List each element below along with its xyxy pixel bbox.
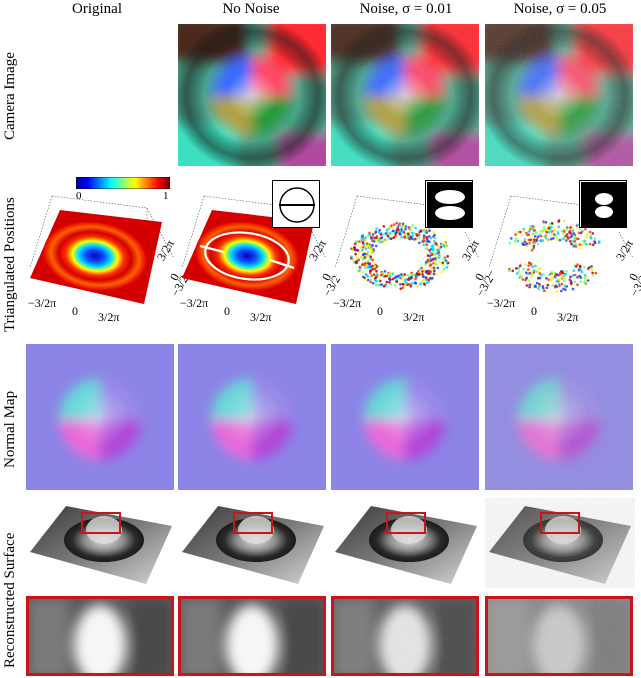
normal-map-original bbox=[26, 344, 174, 490]
row-label-reconstructed-surface: Reconstructed Surface bbox=[2, 532, 18, 668]
reconstructed-surface-noise-005 bbox=[489, 506, 631, 584]
tick-x-pos-no-noise: 3/2π bbox=[250, 310, 272, 324]
zoom-region-noise-005 bbox=[540, 512, 580, 534]
reconstructed-surface-noise-001 bbox=[335, 506, 477, 584]
column-header-original: Original bbox=[72, 1, 122, 17]
colorbar-max-label: 1 bbox=[163, 190, 169, 202]
colorbar-min-label: 0 bbox=[76, 190, 82, 202]
row-label-triangulated-positions: Triangulated Positions bbox=[2, 197, 18, 332]
zoom-crop-noise-005 bbox=[485, 596, 633, 676]
camera-image-no-noise bbox=[178, 24, 326, 166]
zoom-crop-noise-001 bbox=[331, 596, 479, 676]
triangulated-positions-no-noise bbox=[181, 195, 327, 304]
normal-map-no-noise bbox=[178, 344, 326, 490]
column-header-noise-005: Noise, σ = 0.05 bbox=[513, 1, 607, 17]
triangulated-positions-original bbox=[29, 195, 175, 304]
inset-mask-noise-005 bbox=[579, 180, 627, 228]
tick-x-pos-noise-005: 3/2π bbox=[557, 310, 579, 324]
zoom-crop-original bbox=[26, 596, 174, 676]
tick-x-neg-noise-005: −3/2π bbox=[487, 296, 516, 310]
tick-x-zero-no-noise: 0 bbox=[224, 304, 230, 318]
row-label-camera-image: Camera Image bbox=[2, 52, 18, 140]
colorbar bbox=[76, 177, 170, 189]
tick-x-pos-noise-001: 3/2π bbox=[403, 310, 425, 324]
camera-image-noise-005 bbox=[485, 24, 633, 166]
row-label-normal-map: Normal Map bbox=[2, 390, 18, 468]
column-header-no-noise: No Noise bbox=[222, 1, 280, 17]
zoom-crop-no-noise bbox=[178, 596, 326, 676]
normal-map-noise-005 bbox=[485, 344, 633, 490]
camera-image-noise-001 bbox=[331, 24, 479, 166]
zoom-region-no-noise bbox=[233, 512, 273, 534]
zoom-region-original bbox=[81, 512, 121, 534]
reconstructed-surface-no-noise bbox=[182, 506, 324, 584]
tick-x-zero-original: 0 bbox=[72, 304, 78, 318]
tick-x-zero-noise-001: 0 bbox=[377, 304, 383, 318]
normal-map-noise-001 bbox=[331, 344, 479, 490]
inset-mask-noise-001 bbox=[425, 180, 473, 228]
column-header-noise-001: Noise, σ = 0.01 bbox=[359, 1, 453, 17]
tick-x-neg-no-noise: −3/2π bbox=[180, 296, 209, 310]
tick-x-zero-noise-005: 0 bbox=[531, 304, 537, 318]
tick-x-neg-original: −3/2π bbox=[28, 296, 57, 310]
tick-x-neg-noise-001: −3/2π bbox=[333, 296, 362, 310]
triangulated-positions-noise-005 bbox=[488, 195, 634, 304]
zoom-region-noise-001 bbox=[386, 512, 426, 534]
triangulated-positions-noise-001 bbox=[334, 195, 480, 304]
inset-mask-no-noise bbox=[272, 180, 320, 228]
reconstructed-surface-original bbox=[30, 506, 172, 584]
tick-x-pos-original: 3/2π bbox=[98, 310, 120, 324]
